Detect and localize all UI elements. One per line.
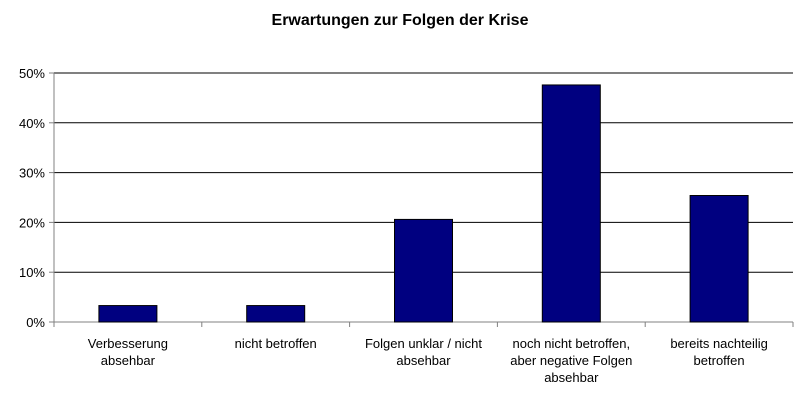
category-label-2-line-0: Folgen unklar / nicht [365, 336, 482, 351]
bar-4 [689, 195, 749, 323]
category-label-3-line-0: noch nicht betroffen, [513, 336, 631, 351]
category-label-3: noch nicht betroffen, aber negative Folge… [510, 336, 632, 385]
chart-title: Erwartungen zur Folgen der Krise [271, 12, 529, 29]
bar-2 [394, 218, 453, 323]
ytick-label-50: 50% [19, 66, 45, 81]
ytick-label-40: 40% [19, 116, 45, 131]
category-label-4-line-1: betroffen [694, 353, 745, 368]
category-label-2: Folgen unklar / nicht absehbar [365, 336, 482, 368]
category-label-0-line-1: absehbar [101, 353, 156, 368]
category-label-3-line-1: aber negative Folgen [510, 353, 632, 368]
bar-3 [541, 84, 601, 323]
category-label-1-line-0: nicht betroffen [235, 336, 317, 351]
category-label-4: bereits nachteilig betroffen [670, 336, 768, 368]
category-label-4-line-0: bereits nachteilig [670, 336, 768, 351]
ytick-label-10: 10% [19, 265, 45, 280]
category-label-2-line-1: absehbar [396, 353, 451, 368]
category-label-0: Verbesserung absehbar [88, 336, 168, 368]
ytick-label-0: 0% [26, 315, 45, 330]
category-label-0-line-0: Verbesserung [88, 336, 168, 351]
category-label-1: nicht betroffen [235, 336, 317, 351]
ytick-label-20: 20% [19, 215, 45, 230]
bar-1 [246, 305, 306, 323]
bar-0 [98, 305, 158, 323]
ytick-label-30: 30% [19, 166, 45, 181]
category-label-3-line-2: absehbar [544, 370, 599, 385]
